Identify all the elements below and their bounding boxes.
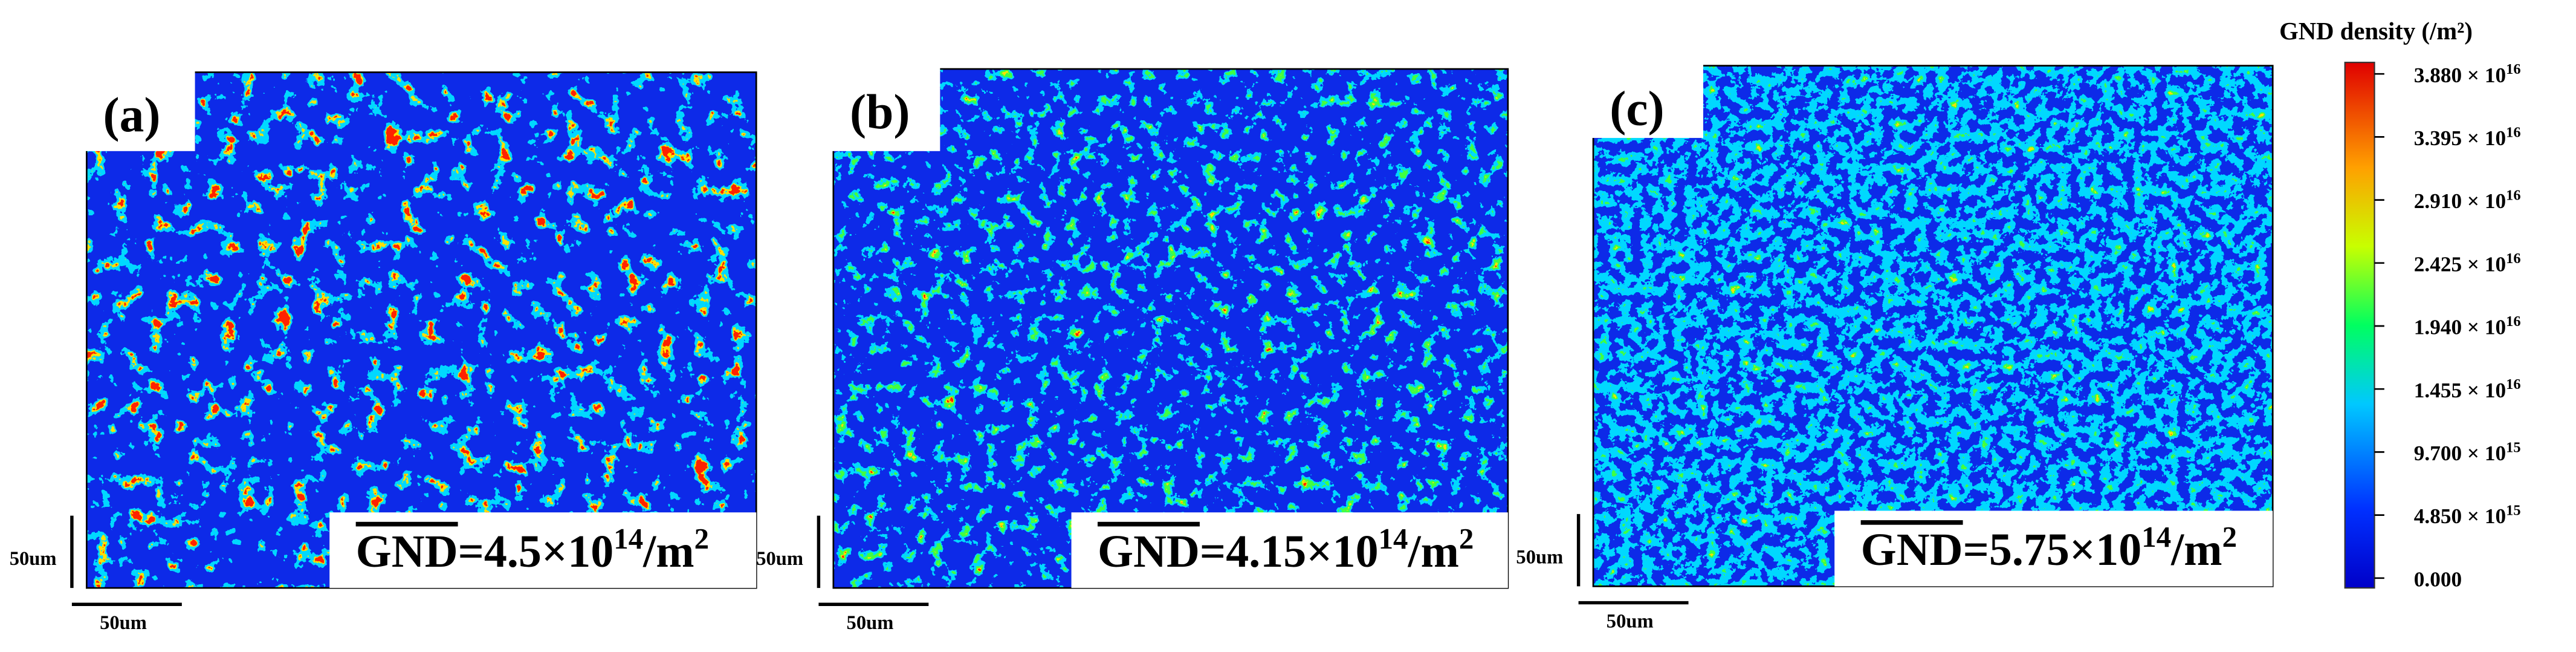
gnd-unit-exponent: 2 — [1459, 522, 1474, 555]
colorbar-tick-label: 3.880 × 1016 — [2414, 61, 2521, 87]
panel-label: (a) — [103, 87, 161, 142]
ebsd-map — [833, 69, 1508, 588]
tick-base: 0.000 — [2414, 567, 2462, 591]
gnd-box — [1834, 510, 2273, 587]
ebsd-map — [86, 72, 757, 588]
colorbar-tick-label: 3.395 × 1016 — [2414, 124, 2521, 150]
tick-base: 4.850 × 10 — [2414, 504, 2506, 528]
tick-base: 3.395 × 10 — [2414, 126, 2506, 150]
colorbar — [2344, 62, 2375, 589]
gnd-unit: /m — [2170, 524, 2222, 575]
tick-exponent: 16 — [2506, 376, 2520, 393]
gnd-unit-exponent: 2 — [2222, 520, 2237, 553]
gnd-annotation: GND=4.5×1014/m2 — [356, 522, 709, 577]
tick-exponent: 16 — [2506, 187, 2520, 204]
scale-label-y: 50um — [10, 548, 57, 570]
panel-label: (c) — [1610, 80, 1664, 135]
colorbar-title: GND density (/m²) — [2279, 18, 2473, 45]
scale-label-y: 50um — [1516, 546, 1563, 568]
gnd-annotation: GND=4.15×1014/m2 — [1098, 522, 1474, 577]
gnd-exponent: 14 — [613, 522, 643, 555]
gnd-value: =4.15×10 — [1200, 526, 1379, 577]
colorbar-tick-label: 9.700 × 1015 — [2414, 439, 2521, 465]
tick-base: 2.425 × 10 — [2414, 252, 2506, 276]
tick-base: 9.700 × 10 — [2414, 442, 2506, 465]
tick-base: 2.910 × 10 — [2414, 189, 2506, 213]
gnd-value: =4.5×10 — [458, 526, 614, 577]
gnd-unit: /m — [642, 526, 694, 577]
tick-exponent: 16 — [2506, 313, 2520, 330]
panel-label: (b) — [850, 84, 910, 139]
label-notch — [85, 70, 195, 151]
tick-exponent: 15 — [2506, 503, 2520, 519]
gnd-box — [1071, 512, 1508, 588]
colorbar-tick-label: 1.940 × 1016 — [2414, 313, 2521, 339]
gnd-symbol: GND — [356, 526, 458, 577]
tick-base: 1.940 × 10 — [2414, 316, 2506, 339]
tick-exponent: 16 — [2506, 61, 2520, 77]
gnd-value: =5.75×10 — [1963, 524, 2142, 575]
ebsd-map — [1593, 65, 2273, 587]
scale-label-x: 50um — [100, 612, 147, 634]
gnd-unit-exponent: 2 — [694, 522, 709, 555]
label-notch — [832, 67, 940, 151]
colorbar-tick-label: 0.000 — [2414, 567, 2462, 591]
colorbar-tick-label: 4.850 × 1015 — [2414, 503, 2521, 529]
tick-base: 1.455 × 10 — [2414, 379, 2506, 402]
gnd-annotation: GND=5.75×1014/m2 — [1861, 520, 2237, 575]
gnd-unit: /m — [1407, 526, 1458, 577]
tick-exponent: 15 — [2506, 439, 2520, 455]
tick-exponent: 16 — [2506, 250, 2520, 267]
gnd-box — [329, 512, 757, 588]
scale-label-x: 50um — [1607, 610, 1654, 632]
colorbar-tick-label: 1.455 × 1016 — [2414, 376, 2521, 402]
gnd-symbol: GND — [1098, 526, 1200, 577]
colorbar-tick-label: 2.425 × 1016 — [2414, 250, 2521, 276]
gnd-exponent: 14 — [2141, 520, 2171, 553]
gnd-symbol: GND — [1861, 524, 1963, 575]
scale-label-x: 50um — [847, 612, 894, 634]
scale-label-y: 50um — [756, 548, 803, 570]
colorbar-tick-label: 2.910 × 1016 — [2414, 187, 2521, 214]
tick-base: 3.880 × 10 — [2414, 64, 2506, 87]
label-notch — [1591, 64, 1703, 139]
gnd-exponent: 14 — [1379, 522, 1408, 555]
tick-exponent: 16 — [2506, 124, 2520, 140]
